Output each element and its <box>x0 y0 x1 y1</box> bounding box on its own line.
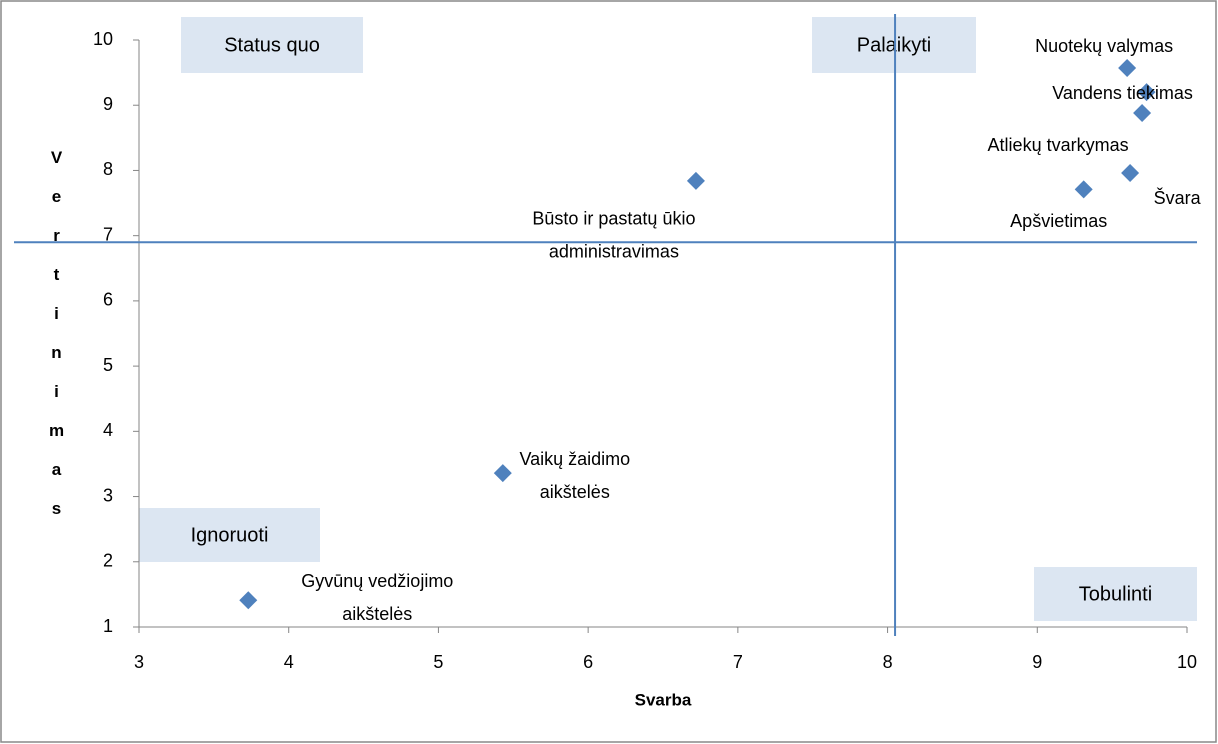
point-label: Gyvūnų vedžiojimo <box>301 571 453 591</box>
point-label: Vaikų žaidimo <box>519 449 630 469</box>
x-tick-label: 10 <box>1177 652 1197 672</box>
quadrant-box <box>139 508 320 562</box>
point-label: administravimas <box>549 242 679 262</box>
point-label: Atliekų tvarkymas <box>988 135 1129 155</box>
point <box>1121 164 1140 183</box>
y-tick-label: 4 <box>103 420 113 440</box>
y-tick-label: 3 <box>103 485 113 505</box>
quadrant-label: Status quo <box>224 34 320 56</box>
point <box>1133 104 1152 123</box>
point <box>686 171 705 190</box>
point-label: aikštelės <box>540 482 610 502</box>
y-tick-label: 9 <box>103 94 113 114</box>
quadrant-label: Tobulinti <box>1079 583 1152 605</box>
point-label: Apšvietimas <box>1010 211 1107 231</box>
point-label: Švara <box>1154 187 1202 208</box>
quadrant-label: Ignoruoti <box>191 524 269 546</box>
y-tick-label: 10 <box>93 29 113 49</box>
point <box>493 464 512 483</box>
x-tick-label: 7 <box>733 652 743 672</box>
y-tick-label: 8 <box>103 159 113 179</box>
point-label: aikštelės <box>342 604 412 624</box>
y-tick-label: 7 <box>103 224 113 244</box>
y-tick-label: 5 <box>103 355 113 375</box>
y-tick-label: 6 <box>103 290 113 310</box>
x-tick-label: 4 <box>284 652 294 672</box>
y-axis-label: Vertinimas <box>47 148 66 538</box>
x-axis-label: Svarba <box>635 690 692 709</box>
point-label: Vandens tiekimas <box>1052 83 1193 103</box>
x-tick-label: 9 <box>1032 652 1042 672</box>
point-label: Būsto ir pastatų ūkio <box>532 209 695 229</box>
point <box>1118 59 1137 78</box>
quadrant-box <box>1034 567 1197 621</box>
quadrant-box <box>181 17 363 73</box>
point-label: Nuotekų valymas <box>1035 36 1173 56</box>
y-tick-label: 2 <box>103 551 113 571</box>
x-tick-label: 6 <box>583 652 593 672</box>
y-tick-label: 1 <box>103 616 113 636</box>
point <box>1137 83 1156 102</box>
quadrant-box <box>812 17 976 73</box>
point <box>239 591 258 610</box>
x-tick-label: 5 <box>433 652 443 672</box>
point <box>1074 180 1093 199</box>
x-tick-label: 3 <box>134 652 144 672</box>
x-tick-label: 8 <box>883 652 893 672</box>
quadrant-label: Palaikyti <box>857 34 931 56</box>
